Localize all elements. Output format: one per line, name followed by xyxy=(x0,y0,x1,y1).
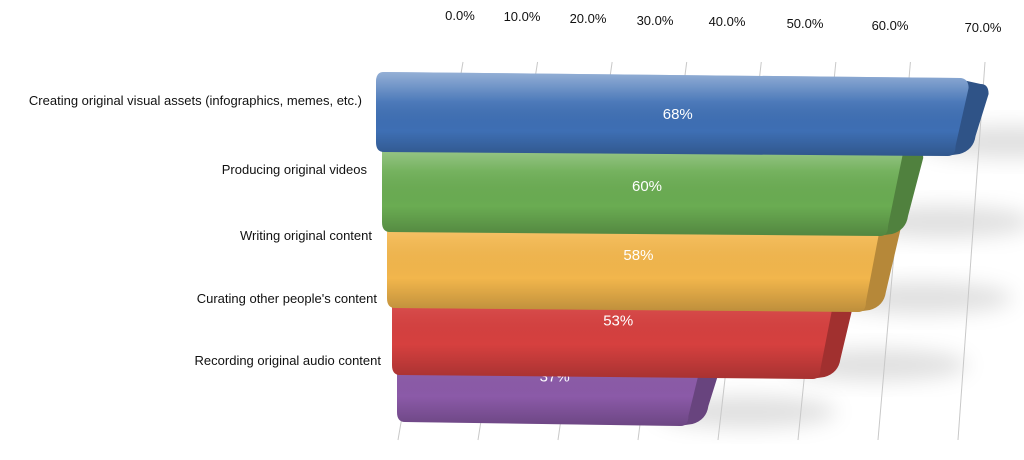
category-label: Curating other people's content xyxy=(197,291,378,306)
x-tick-label: 0.0% xyxy=(445,8,475,23)
x-tick-label: 70.0% xyxy=(965,20,1002,35)
bar-creating-original-visual-assets-infographics-memes-etc: 68% xyxy=(376,72,989,156)
data-label: 60% xyxy=(632,178,662,195)
x-tick-label: 60.0% xyxy=(872,18,909,33)
category-label: Creating original visual assets (infogra… xyxy=(29,93,362,108)
x-tick-label: 30.0% xyxy=(637,13,674,28)
x-tick-label: 50.0% xyxy=(787,16,824,31)
bars: 37%53%58%60%68% xyxy=(376,72,989,426)
data-label: 53% xyxy=(603,313,633,330)
category-label: Writing original content xyxy=(240,228,372,243)
data-label: 58% xyxy=(623,247,653,264)
bar-producing-original-videos: 60% xyxy=(382,136,924,236)
gridline xyxy=(957,61,986,441)
category-labels: Creating original visual assets (infogra… xyxy=(29,93,381,368)
bar-highlight xyxy=(382,136,904,236)
x-axis-ticks: 0.0% 10.0% 20.0% 30.0% 40.0% 50.0% 60.0% 70.0% xyxy=(445,8,1002,35)
x-tick-label: 10.0% xyxy=(504,9,541,24)
x-tick-label: 20.0% xyxy=(570,11,607,26)
x-tick-label: 40.0% xyxy=(709,14,746,29)
data-label: 68% xyxy=(663,106,693,123)
category-label: Producing original videos xyxy=(222,162,368,177)
bar-highlight xyxy=(376,72,969,156)
category-label: Recording original audio content xyxy=(195,353,382,368)
